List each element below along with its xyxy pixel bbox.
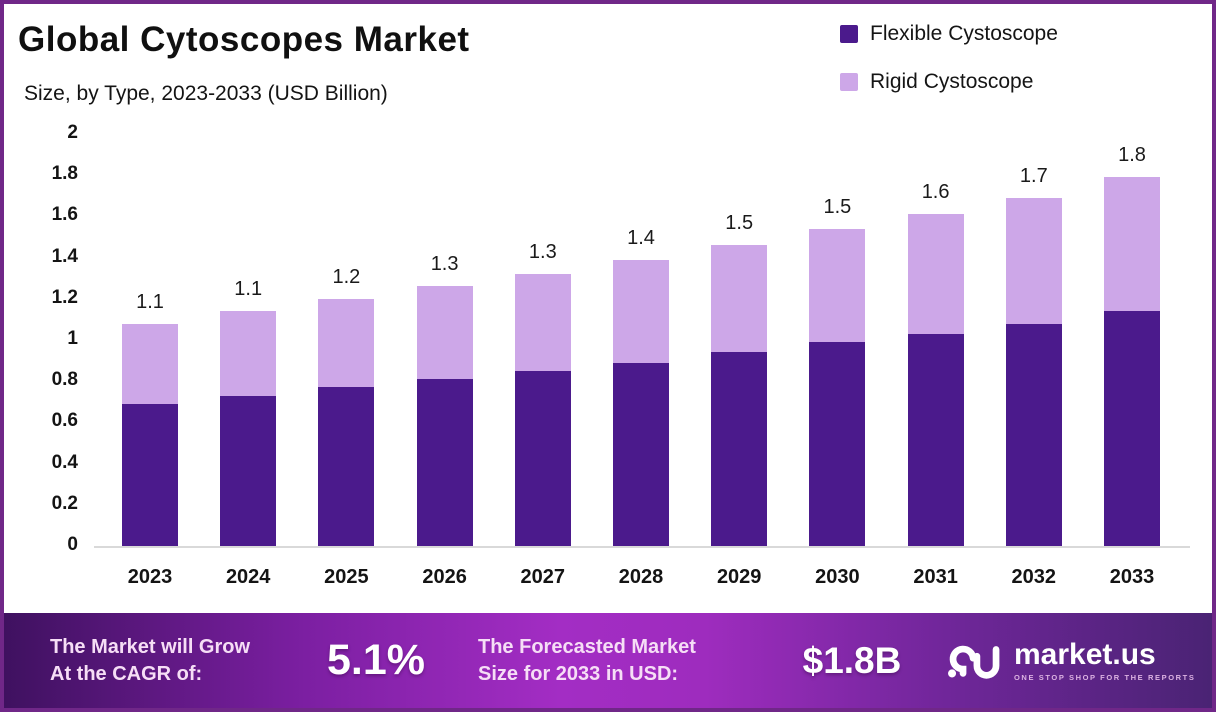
bar-segment-rigid-2024 [220,311,277,396]
legend-swatch-icon [840,25,858,43]
bar-segment-rigid-2028 [613,259,669,363]
bar-value-label-2025: 1.2 [332,265,361,288]
legend-label: Flexible Cystoscope [870,22,1058,45]
y-axis-tick-label: 1.4 [51,245,78,267]
bar-segment-flexible-2027 [514,370,571,546]
cagr-label: The Market will Grow At the CAGR of: [50,634,302,687]
bar-value-label-2024: 1.1 [234,278,263,301]
bar-segment-flexible-2032 [1005,323,1062,546]
cagr-label-line2: At the CAGR of: [50,662,203,685]
y-axis-tick-label: 0.2 [51,492,78,514]
bar-segment-flexible-2024 [220,395,277,546]
bar-segment-flexible-2023 [122,403,178,546]
bar-segment-rigid-2027 [514,274,571,371]
bar-segment-flexible-2033 [1104,311,1160,546]
brand-text-block: market.us ONE STOP SHOP FOR THE REPORTS [1014,637,1196,682]
y-axis-tick-label: 0.6 [51,410,78,432]
x-axis-label-2029: 2029 [716,566,762,588]
bar-segment-rigid-2033 [1104,177,1160,312]
brand: market.us ONE STOP SHOP FOR THE REPORTS [946,639,1195,683]
bar-value-label-2033: 1.8 [1118,144,1146,167]
bar-segment-rigid-2032 [1005,197,1062,324]
y-axis-tick-label: 1 [67,328,78,349]
chart-legend: Flexible Cystoscope Rigid Cystoscope [840,22,1058,94]
y-axis-tick-label: 2 [67,122,78,143]
bar-value-label-2028: 1.4 [627,226,655,249]
cagr-value: 5.1% [326,636,425,684]
footer-banner: The Market will Grow At the CAGR of: 5.1… [4,613,1212,708]
bar-segment-flexible-2031 [907,333,964,546]
y-axis-tick-label: 0.8 [51,369,78,391]
x-axis-label-2033: 2033 [1109,566,1155,588]
cagr-label-line1: The Market will Grow [50,636,251,659]
bar-segment-flexible-2029 [711,352,768,546]
market-us-logo-icon [948,645,1000,679]
x-axis-label-2030: 2030 [815,566,860,588]
bar-value-label-2030: 1.5 [823,195,852,218]
bar-value-label-2031: 1.6 [921,181,950,204]
legend-swatch-icon [840,73,858,91]
x-axis-label-2027: 2027 [520,566,566,588]
bar-segment-flexible-2025 [318,387,375,546]
x-axis-label-2031: 2031 [913,566,958,588]
x-axis-line [94,546,1190,548]
bar-segment-rigid-2029 [711,245,768,353]
bar-value-label-2023: 1.1 [136,290,164,313]
bar-segment-rigid-2030 [809,228,866,343]
bar-segment-rigid-2026 [416,286,473,380]
y-axis-tick-label: 1.2 [51,286,78,308]
bar-segment-flexible-2026 [416,379,473,546]
x-axis-label-2025: 2025 [324,566,369,588]
brand-tagline: ONE STOP SHOP FOR THE REPORTS [1014,672,1196,682]
legend-item-flexible: Flexible Cystoscope [840,22,1058,46]
forecast-label: The Forecasted Market Size for 2033 in U… [478,634,762,687]
x-axis-label-2032: 2032 [1011,566,1057,588]
bar-segment-flexible-2028 [613,362,669,546]
x-axis-label-2028: 2028 [618,566,664,588]
x-axis-label-2024: 2024 [225,566,271,588]
x-axis-label-2026: 2026 [422,566,467,588]
x-axis-label-2023: 2023 [127,566,173,588]
y-axis-tick-label: 1.8 [51,163,78,185]
legend-item-rigid: Rigid Cystoscope [840,70,1058,94]
bar-segment-flexible-2030 [809,342,866,546]
bar-segment-rigid-2031 [907,214,964,334]
bar-value-label-2026: 1.3 [430,253,459,276]
bar-segment-rigid-2025 [318,298,375,388]
brand-name: market.us [1014,637,1156,671]
bar-value-label-2027: 1.3 [528,241,557,264]
forecast-label-line1: The Forecasted Market [478,636,696,659]
bar-value-label-2032: 1.7 [1019,164,1048,187]
y-axis-tick-label: 0 [67,534,78,555]
y-axis-tick-label: 0.4 [51,451,78,473]
page-title: Global Cytoscopes Market [18,20,470,59]
bar-segment-rigid-2023 [122,323,178,404]
forecast-value: $1.8B [802,639,902,681]
legend-label: Rigid Cystoscope [870,70,1034,93]
plot-area: 2 1.8 1.6 1.4 1.2 1 0.8 0.6 0.4 0.2 0 1.1 2023 1.1 202… [4,4,1212,612]
bar-value-label-2029: 1.5 [725,212,754,235]
chart-subtitle: Size, by Type, 2023-2033 (USD Billion) [24,82,388,105]
forecast-label-line2: Size for 2033 in USD: [478,662,679,685]
y-axis-tick-label: 1.6 [51,204,78,226]
